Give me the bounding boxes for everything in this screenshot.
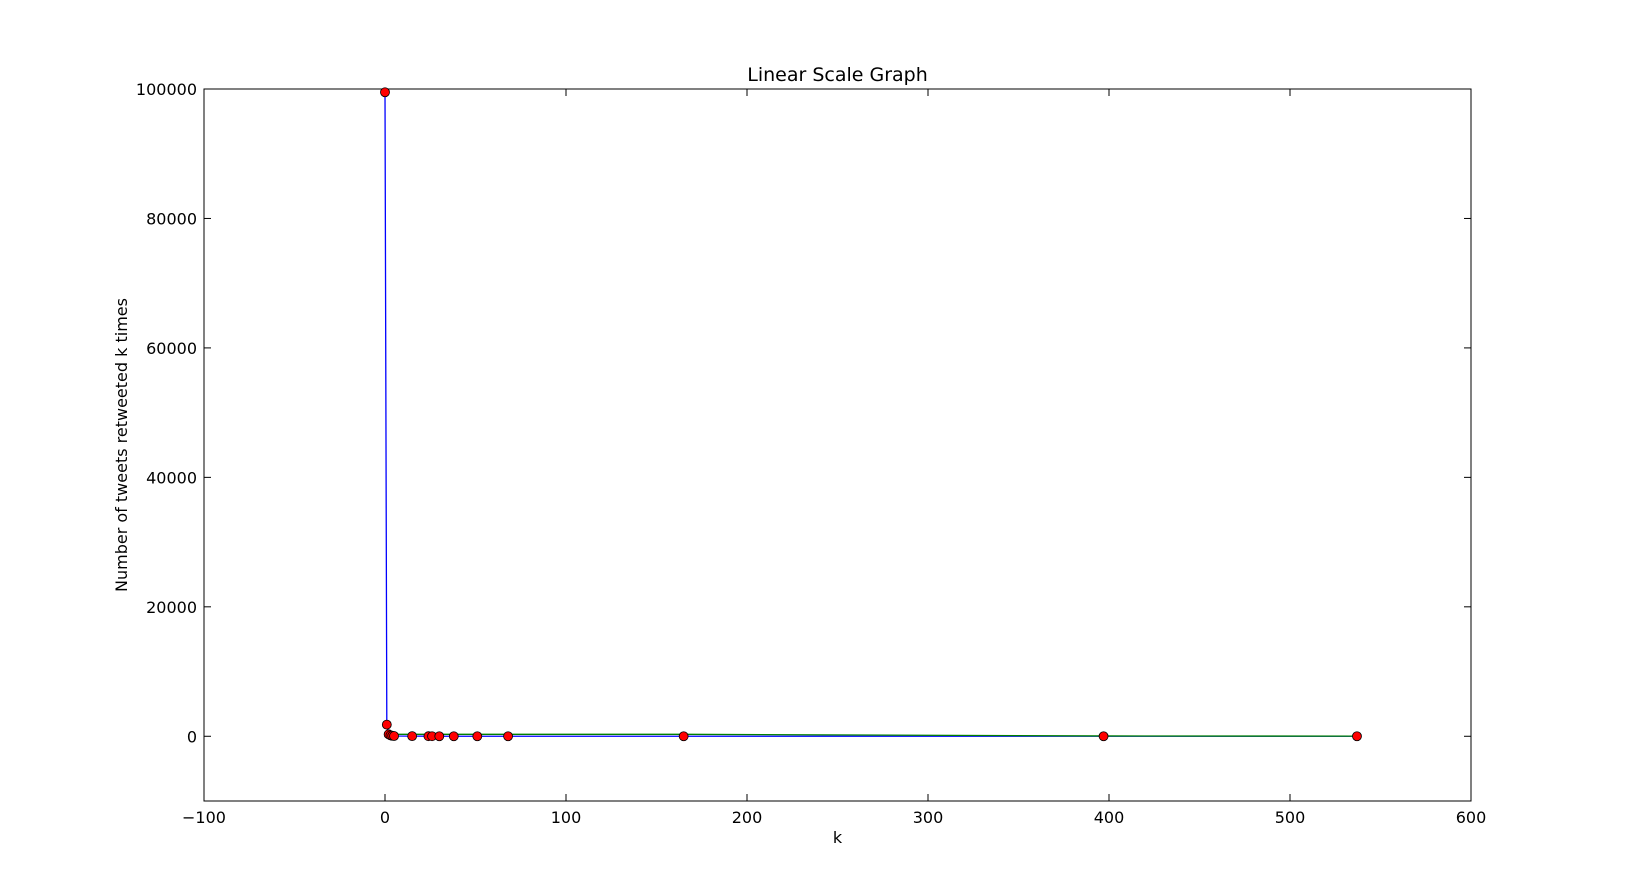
y-tick-label: 20000 xyxy=(146,598,197,617)
y-axis-label: Number of tweets retweeted k times xyxy=(112,298,131,592)
series xyxy=(380,87,1362,742)
x-tick-label: 200 xyxy=(732,808,763,827)
x-tick-label: −100 xyxy=(182,808,226,827)
x-tick-label: 600 xyxy=(1456,808,1487,827)
x-tick-label: 500 xyxy=(1275,808,1306,827)
x-tick-label: 300 xyxy=(913,808,944,827)
data-point xyxy=(678,731,689,742)
data-point xyxy=(434,731,445,742)
data-point xyxy=(407,731,418,742)
y-tick-labels: 0 20000 40000 60000 80000 100000 xyxy=(136,80,197,746)
x-axis-label: k xyxy=(833,828,843,847)
data-point xyxy=(448,731,459,742)
data-point xyxy=(381,719,392,730)
ticks xyxy=(203,88,1472,801)
y-tick-label: 60000 xyxy=(146,339,197,358)
y-tick-label: 0 xyxy=(187,727,197,746)
data-point xyxy=(1098,731,1109,742)
y-tick-label: 100000 xyxy=(136,80,197,99)
data-point xyxy=(380,87,390,98)
data-point xyxy=(472,731,483,742)
x-tick-label: 100 xyxy=(551,808,582,827)
x-tick-labels: −100 0 100 200 300 400 500 600 xyxy=(182,808,1486,827)
x-tick-label: 0 xyxy=(380,808,390,827)
plot-frame xyxy=(203,88,1472,802)
data-point xyxy=(1352,731,1362,742)
data-point xyxy=(389,731,399,741)
y-tick-label: 80000 xyxy=(146,209,197,228)
x-tick-label: 400 xyxy=(1094,808,1125,827)
data-point xyxy=(503,731,513,742)
chart-title: Linear Scale Graph xyxy=(747,64,928,86)
y-tick-label: 40000 xyxy=(146,468,197,487)
